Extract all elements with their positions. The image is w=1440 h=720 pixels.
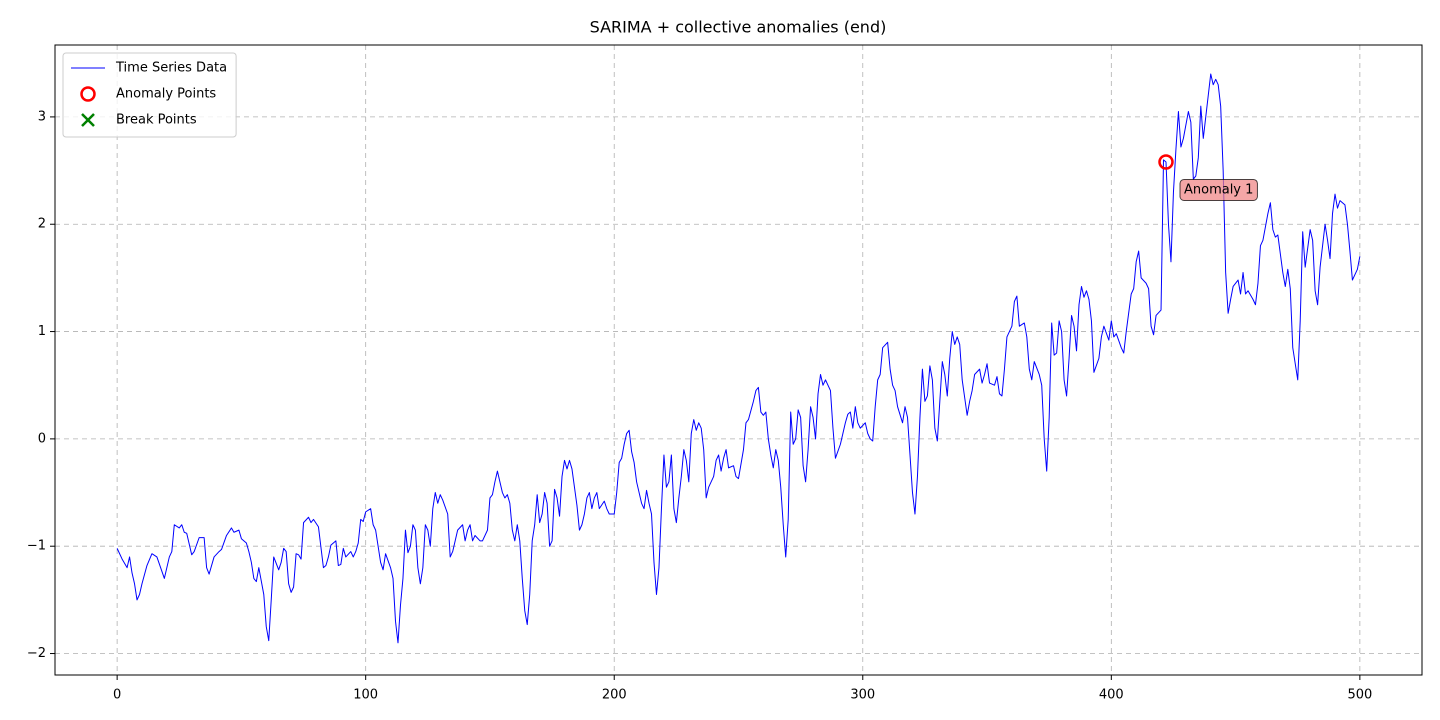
annotation-label: Anomaly 1 (1184, 182, 1253, 197)
legend-box (62, 52, 237, 138)
anomaly-point (1158, 154, 1174, 170)
y-tick-label: −1 (27, 539, 46, 554)
y-tick-label: 2 (38, 217, 46, 232)
legend-swatch (81, 113, 95, 127)
plot-frame (54, 44, 1423, 676)
y-tick-label: 3 (38, 109, 46, 124)
annotation-box (1179, 178, 1258, 201)
x-tick-label: 400 (1099, 688, 1124, 703)
y-tick-label: 0 (38, 431, 46, 446)
x-tick-label: 0 (113, 688, 121, 703)
x-tick-label: 500 (1347, 688, 1372, 703)
legend: Time Series Data Anomaly Points Break Poin… (62, 52, 237, 138)
legend-label: Time Series Data (115, 61, 227, 76)
x-tick-label: 200 (602, 688, 627, 703)
legend-label: Anomaly Points (116, 87, 216, 102)
chart-title: SARIMA + collective anomalies (end) (590, 18, 887, 37)
legend-swatch (80, 86, 96, 102)
annotation: Anomaly 1 (1179, 178, 1258, 201)
y-tick-label: 1 (38, 324, 46, 339)
y-tick-label: −2 (27, 646, 46, 661)
legend-label: Break Points (116, 113, 197, 128)
x-tick-label: 300 (850, 688, 875, 703)
data-line (116, 73, 1361, 644)
x-tick-label: 100 (353, 688, 378, 703)
